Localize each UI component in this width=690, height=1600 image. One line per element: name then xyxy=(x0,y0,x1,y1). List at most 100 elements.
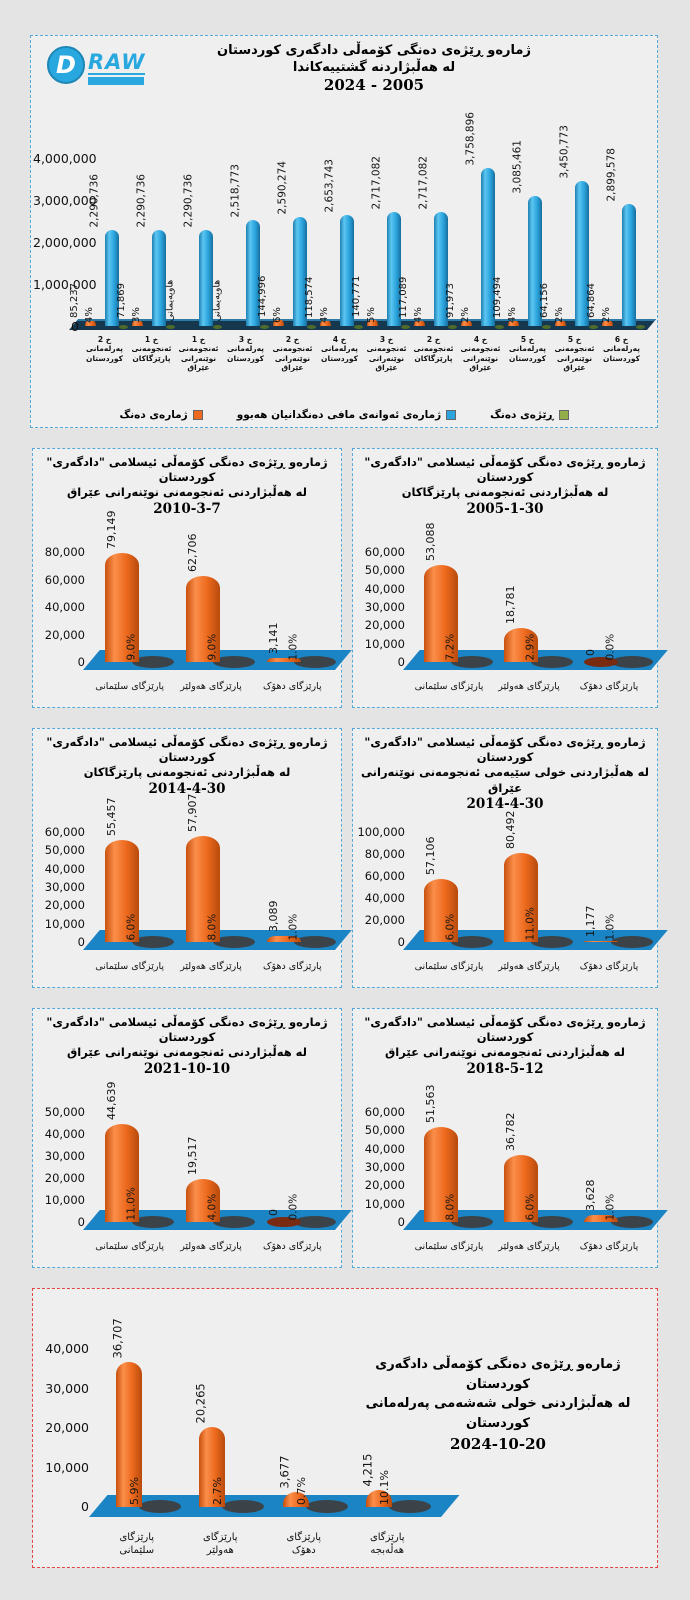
y-tick-label: 60,000 xyxy=(44,825,85,839)
x-category-label: پارێزگای دهۆک xyxy=(252,1241,333,1253)
label-line: پارێزگای دهۆک xyxy=(579,961,639,973)
chart-panel-2014-provincial: ژمارەو ڕێژەی دەنگی کۆمەڵی ئیسلامی "دادگە… xyxy=(32,728,352,988)
bar-value-label: 3,628 xyxy=(584,1179,597,1212)
y-tick-label: 30,000 xyxy=(44,880,85,894)
legend-swatch xyxy=(446,410,457,420)
y-tick-label: 40,000 xyxy=(364,891,405,905)
label-line: پەرلەمانی xyxy=(86,344,123,354)
y-tick-label: 50,000 xyxy=(44,1105,85,1119)
eligible-voters-value-label: 2,290,736 xyxy=(88,173,100,227)
x-category-label: پارێزگای دهۆک xyxy=(252,961,333,973)
label-line: پارێزگای سلێمانی xyxy=(95,1241,165,1253)
x-category-label: پارێزگای دهۆک xyxy=(569,961,649,973)
label-line: ئەنجومەنی xyxy=(272,344,313,354)
votes-bar xyxy=(320,321,331,326)
percent-label: 4% xyxy=(506,307,518,323)
y-tick-label: 3,000,000 xyxy=(33,193,97,208)
x-category-label: خ 2 پەرلەمانی کوردستان xyxy=(81,335,128,363)
chart-title-line: ژمارەو ڕێژەی دەنگی کۆمەڵی ئیسلامی "دادگە… xyxy=(364,455,646,469)
percent-series-marker xyxy=(353,325,363,329)
label-line: نوێنەرانی xyxy=(368,353,405,363)
chart-title-line: له هەڵبژاردنی خولی سێیەمی ئەنجومەنی نوێن… xyxy=(361,765,649,795)
chart-title-line: کوردستان xyxy=(158,1030,216,1045)
chart-title-line: له هەڵبژاردنی ئەنجومەنی نوێنەرانی عێراق xyxy=(385,1045,625,1060)
y-tick-label: 80,000 xyxy=(364,847,405,861)
y-tick-label: 40,000 xyxy=(45,1341,89,1356)
eligible-voters-bar xyxy=(433,212,448,326)
bar-percent-label: 0.7% xyxy=(294,1477,308,1505)
bar-shadow-ellipse xyxy=(531,936,573,948)
y-tick-label: 50,000 xyxy=(364,563,405,578)
chart-title-date: 2010-3-7 xyxy=(153,500,221,517)
x-category-label: پارێزگای هەولێر xyxy=(489,1241,569,1253)
label-line: عێراق xyxy=(187,363,210,373)
y-tick-label: 50,000 xyxy=(364,1123,405,1138)
y-tick-label: 10,000 xyxy=(44,916,85,931)
label-line: پارێزگای xyxy=(202,1532,238,1543)
eligible-voters-value-label: 2,518,773 xyxy=(229,163,241,217)
bar-value-label: 3,141 xyxy=(267,622,281,655)
percent-series-marker xyxy=(635,325,645,329)
label-line: پەرلەمانی xyxy=(227,344,264,354)
bar-shadow-ellipse xyxy=(451,656,493,668)
label-line: پارێزگای دهۆک xyxy=(263,1241,322,1253)
chart-legend: ژمارەی دەنگ ژمارەی ئەوانەی مافی دەنگدانیا… xyxy=(31,409,657,421)
x-category-label: پارێزگای سلێمانی xyxy=(89,961,170,973)
bar-percent-label: 7.2% xyxy=(444,633,457,660)
zero-bar-ellipse xyxy=(584,657,618,667)
x-category-label: خ 5 پەرلەمانی کوردستان xyxy=(504,335,551,363)
bar-value-label: 44,639 xyxy=(104,1081,118,1121)
x-category-label: خ 2 ئەنجومەنی نوێنەرانی عێراق xyxy=(269,335,316,373)
eligible-voters-bar xyxy=(527,196,542,326)
bar-percent-label: 1.0% xyxy=(287,913,300,940)
y-tick-label: 40,000 xyxy=(44,600,85,614)
bar-shadow-ellipse xyxy=(213,656,255,668)
votes-bar xyxy=(414,321,425,326)
votes-value-label: 91,973 xyxy=(444,283,456,318)
label-line: خ 2 xyxy=(426,335,441,344)
eligible-voters-bar xyxy=(621,204,636,326)
bar-value-label: 0 xyxy=(267,1209,281,1216)
bar-value-label: 19,517 xyxy=(186,1136,199,1176)
votes-value-label: 118,574 xyxy=(303,276,315,318)
chart-title-line: ژمارەو ڕێژەی دەنگی کۆمەڵی ئیسلامی "دادگە… xyxy=(46,735,328,749)
chart-title-line: له هەڵبژاردنی ئەنجومەنی نوێنەرانی عێراق xyxy=(67,485,307,500)
vote-bar xyxy=(186,836,220,942)
bar-value-label: 57,907 xyxy=(186,793,199,833)
label-line: ئەنجومەنی xyxy=(366,344,407,354)
x-category-label: خ 4 پەرلەمانی کوردستان xyxy=(316,335,363,363)
eligible-voters-value-label: 2,590,274 xyxy=(276,160,288,214)
votes-bar xyxy=(461,321,472,326)
y-tick-label: 0 xyxy=(397,655,405,669)
label-line: خ 2 xyxy=(285,335,300,344)
bar-value-label: 20,265 xyxy=(193,1382,208,1423)
label-line: پارێزگاکان xyxy=(132,353,171,363)
bar-value-label: 79,149 xyxy=(104,510,118,550)
y-tick-label: 30,000 xyxy=(44,1149,85,1163)
bar-shadow-ellipse xyxy=(389,1500,432,1513)
x-category-label: پارێزگای هەولێر xyxy=(170,1241,251,1253)
y-tick-label: 100,000 xyxy=(357,825,405,839)
vote-bar xyxy=(199,1427,226,1507)
vote-bar xyxy=(186,1179,220,1222)
bar-shadow-ellipse xyxy=(451,936,493,948)
x-category-label: پارێزگای هەولێر xyxy=(489,681,569,693)
legend-item: ژمارەی دەنگ xyxy=(119,409,203,421)
x-category-label: پارێزگای سلێمانی xyxy=(409,1241,489,1253)
y-tick-label: 0 xyxy=(77,935,85,949)
label-line: پارێزگای هەولێر xyxy=(498,1241,560,1253)
coalition-label: هاوپەیمانی xyxy=(211,279,222,321)
bar-percent-label: 0.0% xyxy=(287,1193,300,1220)
label-line: پارێزگاکان xyxy=(414,353,453,363)
vote-bar xyxy=(504,628,538,662)
chart-title-line: ژمارەو ڕێژەی دەنگی کۆمەڵی ئیسلامی "دادگە… xyxy=(364,1015,646,1029)
chart-title-line: کوردستان xyxy=(476,470,534,485)
y-tick-label: 80,000 xyxy=(44,545,85,559)
percent-series-marker xyxy=(165,325,175,329)
percent-series-marker xyxy=(212,325,222,329)
votes-bar xyxy=(273,320,284,326)
percent-label: 2% xyxy=(553,307,565,323)
legend-swatch xyxy=(192,410,203,420)
label-line: پارێزگای سلێمانی xyxy=(414,961,484,973)
